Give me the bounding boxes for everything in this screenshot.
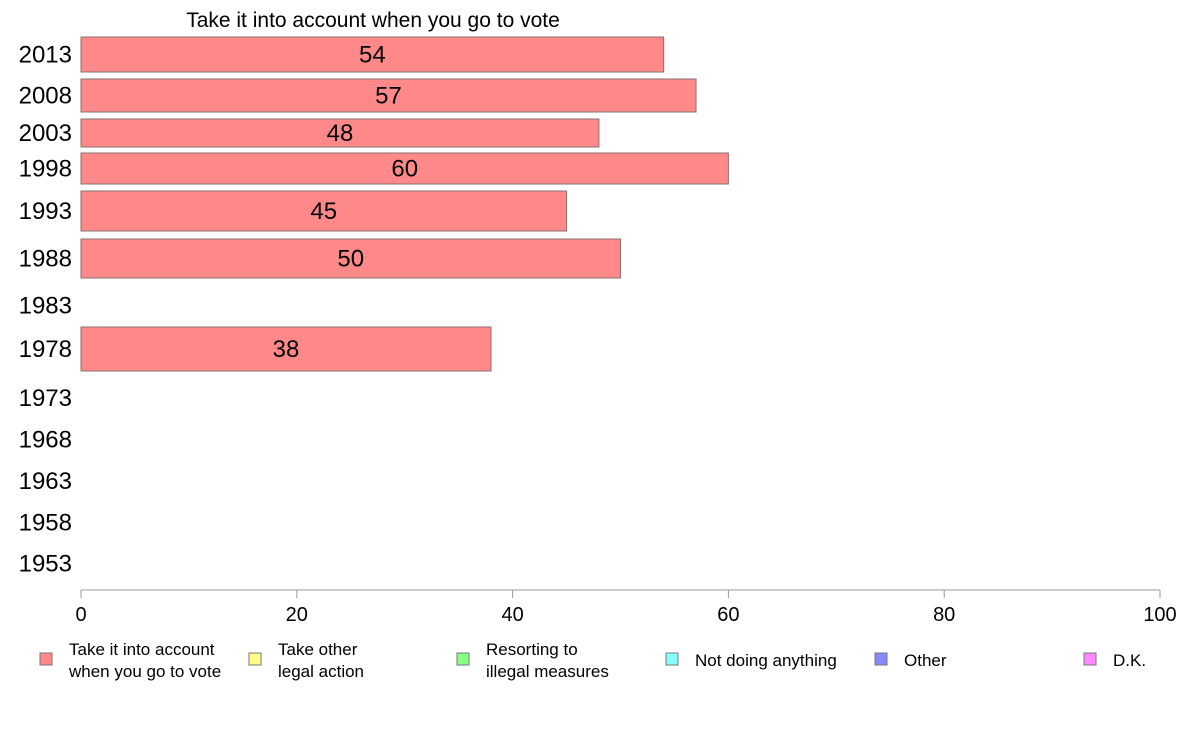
bar xyxy=(80,118,600,148)
legend-item: Not doing anything xyxy=(665,651,837,670)
legend-item: Other xyxy=(874,651,947,670)
legend-swatch xyxy=(874,652,888,666)
y-tick-label: 2003 xyxy=(19,120,72,147)
x-tick-label: 40 xyxy=(501,604,523,626)
legend-swatch xyxy=(39,652,53,666)
legend-label: Other xyxy=(904,651,947,670)
bar-value-label: 60 xyxy=(391,156,418,183)
bar xyxy=(80,36,665,73)
legend-label: D.K. xyxy=(1113,651,1146,670)
y-tick-label: 1983 xyxy=(19,293,72,320)
legend-swatch xyxy=(248,652,262,666)
legend-item: Resorting to illegal measures xyxy=(456,640,609,681)
bar xyxy=(80,326,492,372)
legend-label: Take it into account xyxy=(69,640,215,659)
y-tick-label: 1953 xyxy=(19,551,72,578)
legend-label: Take other xyxy=(278,640,358,659)
legend-label: Not doing anything xyxy=(695,651,837,670)
y-tick-label: 1958 xyxy=(19,510,72,537)
legend-label: legal action xyxy=(278,662,364,681)
legend-swatch xyxy=(1083,652,1097,666)
y-tick-label: 1968 xyxy=(19,427,72,454)
y-tick-label: 1978 xyxy=(19,336,72,363)
bar-value-label: 54 xyxy=(359,42,386,69)
legend-label: Resorting to xyxy=(486,640,578,659)
x-tick-label: 100 xyxy=(1143,604,1176,626)
y-tick-label: 2008 xyxy=(19,83,72,110)
legend-item: Take it into account when you go to vote xyxy=(39,640,221,681)
legend-label: illegal measures xyxy=(486,662,609,681)
chart-title: Take it into account when you go to vote xyxy=(186,9,560,32)
bar xyxy=(80,78,697,113)
bar-value-label: 38 xyxy=(273,336,300,363)
legend-item: Take other legal action xyxy=(248,640,364,681)
x-tick-label: 60 xyxy=(717,604,739,626)
y-tick-label: 2013 xyxy=(19,42,72,69)
y-axis-labels: 2013 2008 2003 1998 1993 1988 1983 1978 1973 1968… xyxy=(19,42,72,578)
x-tick-label: 20 xyxy=(286,604,308,626)
bar xyxy=(80,190,568,232)
bar xyxy=(80,152,729,185)
x-tick-label: 80 xyxy=(933,604,955,626)
bar-value-label: 50 xyxy=(337,246,364,273)
y-tick-label: 1963 xyxy=(19,468,72,495)
bar-value-label: 45 xyxy=(310,198,337,225)
y-tick-label: 1973 xyxy=(19,385,72,412)
bar-value-label: 48 xyxy=(327,120,354,147)
legend-swatch xyxy=(665,652,679,666)
legend-swatch xyxy=(456,652,470,666)
bar-value-label: 57 xyxy=(375,83,402,110)
x-tick-label: 0 xyxy=(75,604,86,626)
legend-item: D.K. xyxy=(1083,651,1146,670)
legend-label: when you go to vote xyxy=(68,662,221,681)
bar xyxy=(80,238,621,279)
y-tick-label: 1998 xyxy=(19,156,72,183)
y-tick-label: 1993 xyxy=(19,198,72,225)
x-axis: 0 20 40 60 80 100 xyxy=(75,589,1177,626)
y-tick-label: 1988 xyxy=(19,246,72,273)
